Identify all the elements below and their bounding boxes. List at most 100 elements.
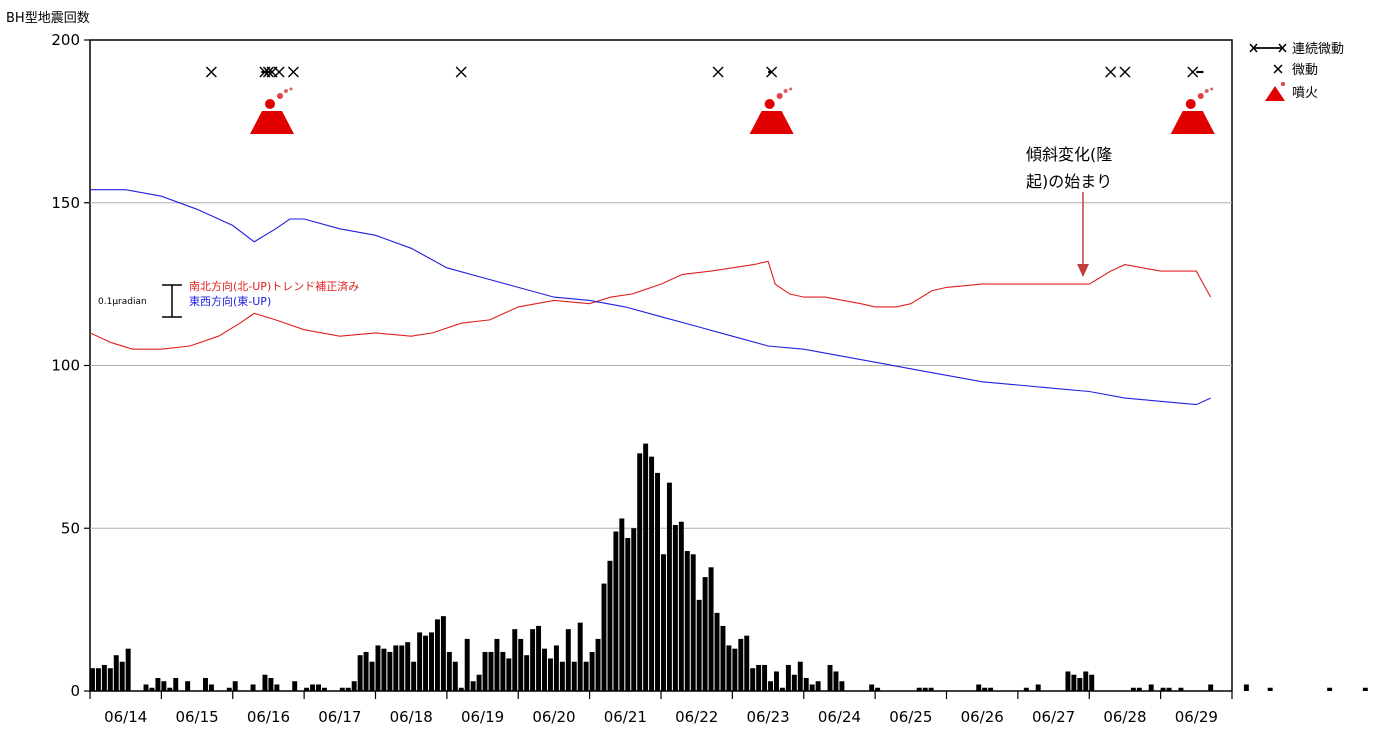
bar <box>625 538 631 691</box>
tilt-change-annotation-line1: 傾斜変化(隆 <box>1026 145 1112 164</box>
bar <box>321 687 327 691</box>
bar <box>631 528 637 691</box>
bar <box>750 668 756 691</box>
ytick-label-50: 50 <box>61 519 80 537</box>
bar <box>464 638 470 691</box>
bar <box>1267 687 1273 691</box>
xtick-label-06/21: 06/21 <box>604 708 647 726</box>
grid-lines <box>90 202 1232 529</box>
bar <box>542 648 547 691</box>
bar <box>720 625 726 691</box>
eruption-bomb <box>1197 93 1204 99</box>
series-line-1 <box>90 189 1211 406</box>
xtick-label-06/22: 06/22 <box>675 708 718 726</box>
bar <box>619 518 625 691</box>
bar <box>101 664 107 691</box>
bar <box>161 681 167 691</box>
bar <box>1208 684 1214 691</box>
xtick-label-06/20: 06/20 <box>532 708 575 726</box>
tilt-series <box>89 189 1212 406</box>
eruption-cone <box>250 111 295 134</box>
bar <box>928 687 934 691</box>
bar <box>494 638 500 691</box>
legend-eruption-icon <box>1265 82 1285 101</box>
scale-bar: 0.1μradian 南北方向(北-UP)トレンド補正済み 東西方向(東-UP) <box>98 279 359 318</box>
bar <box>702 577 708 691</box>
ew-series-label: 東西方向(東-UP) <box>189 294 271 308</box>
bar <box>976 684 982 691</box>
bar <box>553 645 559 691</box>
xtick-label-06/25: 06/25 <box>889 708 932 726</box>
eruption-bomb <box>764 99 775 109</box>
bar <box>500 651 506 691</box>
bar <box>316 684 321 691</box>
ytick-label-150: 150 <box>51 194 80 212</box>
bar <box>417 632 423 691</box>
scale-bar-label: 0.1μradian <box>98 297 147 307</box>
bar <box>155 677 161 691</box>
bar <box>809 684 815 691</box>
bar <box>208 684 214 691</box>
tremor-marker <box>1187 66 1199 78</box>
bar <box>488 651 494 691</box>
eruption-bomb <box>284 89 289 93</box>
eruption-bomb <box>789 87 793 91</box>
eruption-marker <box>749 87 794 134</box>
bar <box>666 482 672 691</box>
xtick-label-06/17: 06/17 <box>318 708 361 726</box>
bar <box>1327 687 1333 691</box>
bar <box>565 629 571 691</box>
bar <box>726 645 732 691</box>
bar <box>167 687 173 691</box>
xtick-label-06/28: 06/28 <box>1103 708 1146 726</box>
bar <box>345 687 351 691</box>
bar <box>119 661 125 691</box>
bar <box>1243 684 1249 691</box>
bar <box>518 638 524 691</box>
eruption-bomb <box>1210 87 1214 91</box>
ns-series-label: 南北方向(北-UP)トレンド補正済み <box>189 279 359 293</box>
bar <box>339 687 345 691</box>
tremor-marker <box>205 66 217 78</box>
bar <box>90 668 95 691</box>
legend-tremor-icon <box>1273 64 1283 74</box>
bar <box>613 531 619 691</box>
eruption-bomb <box>265 99 276 109</box>
eruption-bomb <box>1185 99 1196 109</box>
bar <box>203 677 208 691</box>
bar <box>1178 687 1184 691</box>
bar <box>1071 674 1077 691</box>
bar <box>125 648 131 691</box>
bar <box>232 681 238 691</box>
bar <box>393 645 399 691</box>
bar <box>643 443 649 691</box>
series-line-0 <box>89 260 1212 350</box>
bar <box>1136 687 1142 691</box>
bar <box>774 671 779 691</box>
ytick-label-200: 200 <box>51 31 80 49</box>
bar <box>173 677 179 691</box>
xtick-label-06/15: 06/15 <box>175 708 218 726</box>
bar <box>274 684 280 691</box>
xtick-label-06/19: 06/19 <box>461 708 504 726</box>
bar <box>762 664 768 691</box>
bar <box>357 655 363 691</box>
bar <box>833 671 839 691</box>
legend-continuous-tremor-icon <box>1249 43 1287 53</box>
bar <box>1065 671 1071 691</box>
bar <box>916 687 922 691</box>
bar <box>637 453 643 691</box>
xtick-label-06/24: 06/24 <box>818 708 861 726</box>
bar <box>595 638 601 691</box>
bar <box>649 456 655 691</box>
bar <box>292 681 298 691</box>
bar <box>446 651 452 691</box>
bar <box>744 635 750 691</box>
bar <box>95 668 101 691</box>
bar <box>482 651 488 691</box>
eruption-bomb <box>289 87 293 91</box>
bar <box>536 625 542 691</box>
bar <box>423 635 429 691</box>
bar <box>815 681 821 691</box>
